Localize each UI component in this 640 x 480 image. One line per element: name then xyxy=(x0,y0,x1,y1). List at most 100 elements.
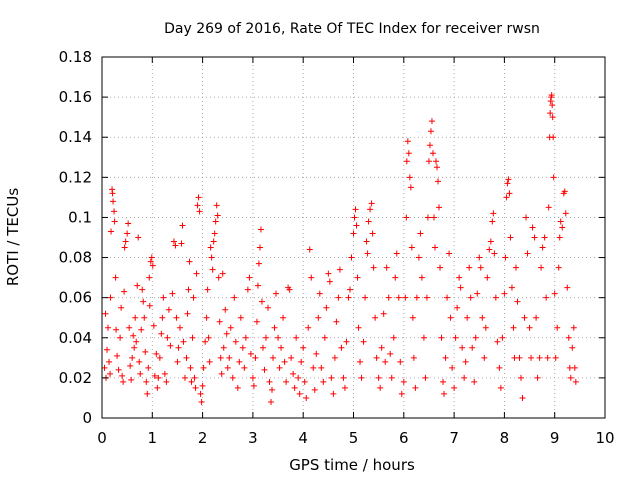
roti-point xyxy=(120,378,127,385)
roti-point xyxy=(187,364,194,371)
roti-point xyxy=(126,324,133,331)
y-tick-label: 0.1 xyxy=(68,208,92,226)
roti-point xyxy=(497,384,504,391)
roti-point xyxy=(115,366,122,373)
roti-point xyxy=(345,294,352,301)
roti-point xyxy=(143,378,150,385)
roti-point xyxy=(266,378,273,385)
roti-point xyxy=(516,354,523,361)
roti-point xyxy=(529,224,536,231)
roti-point xyxy=(121,244,128,251)
roti-point xyxy=(429,150,436,157)
roti-point xyxy=(151,372,158,379)
roti-point xyxy=(214,212,221,219)
roti-point xyxy=(476,254,483,261)
roti-point xyxy=(141,314,148,321)
roti-point xyxy=(119,372,126,379)
roti-point xyxy=(548,92,555,99)
roti-point xyxy=(203,314,210,321)
x-tick-label: 6 xyxy=(399,429,409,447)
roti-point xyxy=(293,334,300,341)
roti-point xyxy=(186,258,193,265)
roti-point xyxy=(521,314,528,321)
roti-point xyxy=(550,174,557,181)
axis-ticks: 0 1 2 3 4 5 6 7 8 9 10 0 0.02 0.04 0.06 0.08 0.1 0.12 0.14… xyxy=(59,48,615,447)
roti-point xyxy=(273,290,280,297)
roti-point xyxy=(132,314,139,321)
roti-point xyxy=(424,214,431,221)
roti-point xyxy=(556,234,563,241)
roti-point xyxy=(354,274,361,281)
roti-point xyxy=(415,254,422,261)
roti-point xyxy=(407,184,414,191)
roti-point xyxy=(194,202,201,209)
roti-point xyxy=(242,334,249,341)
roti-point xyxy=(372,314,379,321)
roti-point xyxy=(139,286,146,293)
y-axis-title: ROTI / TECUs xyxy=(4,188,22,286)
roti-point xyxy=(431,244,438,251)
roti-point xyxy=(566,364,573,371)
roti-point xyxy=(413,294,420,301)
x-tick-label: 3 xyxy=(248,429,258,447)
roti-point xyxy=(489,218,496,225)
roti-point xyxy=(262,334,269,341)
roti-point xyxy=(494,338,501,345)
roti-point xyxy=(110,198,117,205)
roti-point xyxy=(195,194,202,201)
roti-point xyxy=(161,370,168,377)
roti-point xyxy=(355,324,362,331)
roti-point xyxy=(561,188,568,195)
roti-point xyxy=(256,244,263,251)
x-tick-label: 9 xyxy=(550,429,560,447)
roti-point xyxy=(164,334,171,341)
roti-point xyxy=(241,364,248,371)
y-tick-label: 0.16 xyxy=(59,88,92,106)
roti-point xyxy=(117,334,124,341)
roti-point xyxy=(308,274,315,281)
roti-point xyxy=(315,314,322,321)
roti-point xyxy=(447,314,454,321)
roti-point xyxy=(193,270,200,277)
x-tick-label: 7 xyxy=(449,429,459,447)
roti-point xyxy=(219,270,226,277)
roti-point xyxy=(539,244,546,251)
roti-point xyxy=(471,378,478,385)
roti-point xyxy=(362,294,369,301)
roti-point xyxy=(211,230,218,237)
roti-point xyxy=(511,354,518,361)
roti-point xyxy=(408,244,415,251)
roti-point xyxy=(206,358,213,365)
roti-point xyxy=(101,364,108,371)
roti-point xyxy=(296,390,303,397)
roti-point xyxy=(365,218,372,225)
roti-point xyxy=(552,354,559,361)
roti-point xyxy=(499,334,506,341)
roti-point xyxy=(104,346,111,353)
roti-point xyxy=(114,352,121,359)
roti-point xyxy=(484,274,491,281)
roti-point xyxy=(280,314,287,321)
roti-point xyxy=(502,254,509,261)
roti-point xyxy=(549,114,556,121)
roti-point xyxy=(393,250,400,257)
roti-point xyxy=(170,238,177,245)
roti-point xyxy=(382,358,389,365)
roti-point xyxy=(184,310,191,317)
roti-point xyxy=(357,358,364,365)
roti-point xyxy=(426,142,433,149)
roti-point xyxy=(191,374,198,381)
roti-point xyxy=(545,204,552,211)
x-tick-label: 5 xyxy=(349,429,359,447)
roti-point xyxy=(264,304,271,311)
roti-point xyxy=(442,354,449,361)
roti-point xyxy=(205,334,212,341)
roti-point xyxy=(107,370,114,377)
roti-point xyxy=(422,374,429,381)
roti-point xyxy=(133,338,140,345)
roti-point xyxy=(113,326,120,333)
roti-point xyxy=(107,294,114,301)
roti-point xyxy=(111,218,118,225)
roti-point xyxy=(536,354,543,361)
roti-point xyxy=(403,214,410,221)
